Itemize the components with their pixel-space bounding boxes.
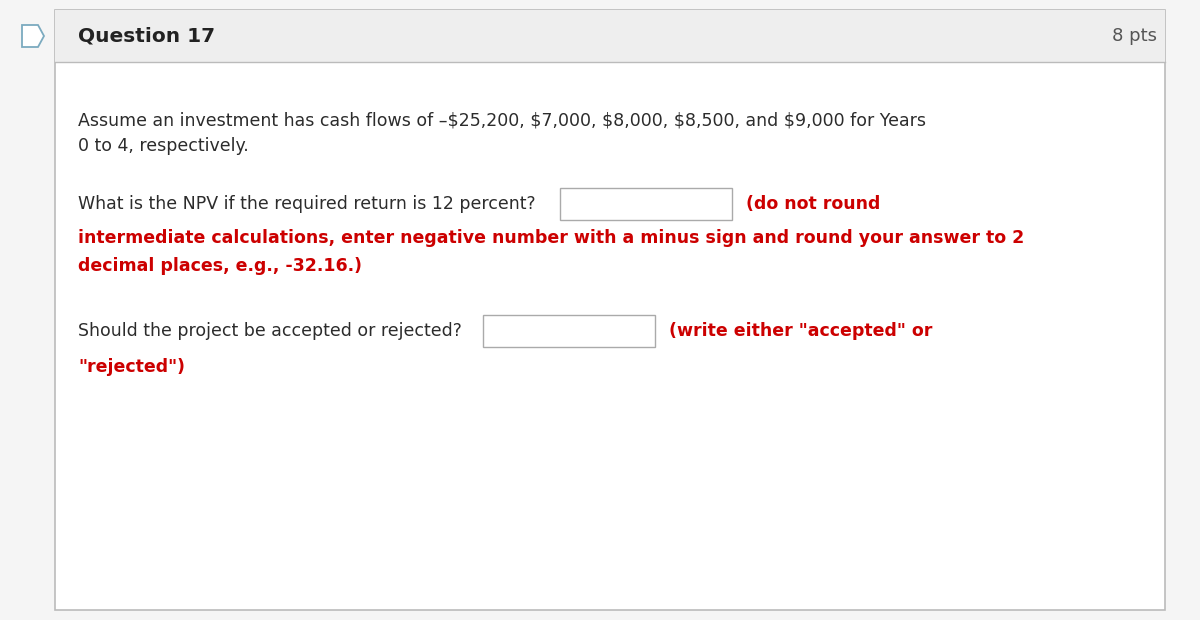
Text: What is the NPV if the required return is 12 percent?: What is the NPV if the required return i… (78, 195, 535, 213)
Text: 0 to 4, respectively.: 0 to 4, respectively. (78, 137, 248, 155)
Text: (write either "accepted" or: (write either "accepted" or (670, 322, 932, 340)
Bar (560, 188, 732, 220)
Text: Question 17: Question 17 (78, 27, 215, 45)
Text: (do not round: (do not round (746, 195, 881, 213)
Bar (482, 315, 655, 347)
Polygon shape (22, 25, 44, 47)
Bar (55, 10, 1165, 62)
Text: Assume an investment has cash flows of –$25,200, $7,000, $8,000, $8,500, and $9,: Assume an investment has cash flows of –… (78, 111, 926, 129)
Text: 8 pts: 8 pts (1112, 27, 1157, 45)
Text: Should the project be accepted or rejected?: Should the project be accepted or reject… (78, 322, 462, 340)
Text: intermediate calculations, enter negative number with a minus sign and round you: intermediate calculations, enter negativ… (78, 229, 1025, 247)
Text: "rejected"): "rejected") (78, 358, 185, 376)
Text: decimal places, e.g., -32.16.): decimal places, e.g., -32.16.) (78, 257, 362, 275)
